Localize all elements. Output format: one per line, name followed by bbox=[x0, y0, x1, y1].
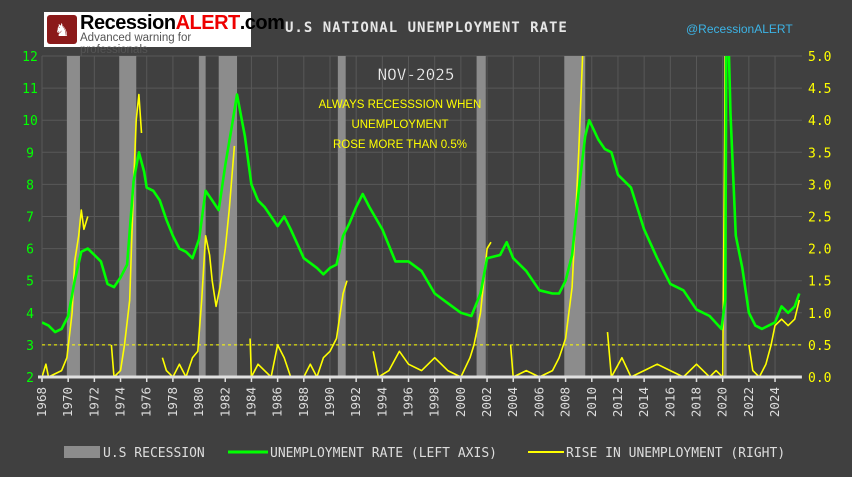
knight-logo-icon: ♞ bbox=[47, 15, 77, 44]
x-tick-label: 2006 bbox=[531, 387, 546, 417]
right-tick-label: 3.5 bbox=[808, 146, 831, 161]
right-tick-label: 1.5 bbox=[808, 275, 831, 290]
logo-suffix: .com bbox=[239, 12, 285, 34]
x-tick-label: 1978 bbox=[165, 387, 180, 417]
x-tick-label: 1974 bbox=[113, 387, 128, 417]
x-tick-label: 1998 bbox=[427, 387, 442, 417]
twitter-handle[interactable]: @RecessionALERT bbox=[686, 22, 793, 36]
legend-unemployment-label: UNEMPLOYMENT RATE (LEFT AXIS) bbox=[270, 446, 497, 461]
left-tick-label: 5 bbox=[26, 275, 34, 290]
x-tick-label: 1968 bbox=[34, 387, 49, 417]
right-tick-label: 2.0 bbox=[808, 243, 831, 258]
right-tick-label: 1.0 bbox=[808, 307, 831, 322]
date-label: NOV-2025 bbox=[377, 65, 454, 84]
x-tick-label: 1994 bbox=[374, 387, 389, 417]
right-tick-label: 0.5 bbox=[808, 339, 831, 354]
left-tick-label: 6 bbox=[26, 243, 34, 258]
annotation-line: ROSE MORE THAN 0.5% bbox=[333, 139, 467, 151]
chart-title: U.S NATIONAL UNEMPLOYMENT RATE bbox=[285, 20, 568, 36]
right-tick-label: 5.0 bbox=[808, 50, 831, 65]
x-tick-label: 2020 bbox=[715, 387, 730, 417]
right-tick-label: 3.0 bbox=[808, 178, 831, 193]
x-tick-label: 2016 bbox=[662, 387, 677, 417]
x-tick-label: 2022 bbox=[741, 387, 756, 417]
right-tick-label: 4.0 bbox=[808, 114, 831, 129]
left-tick-label: 4 bbox=[26, 307, 34, 322]
x-tick-label: 1976 bbox=[139, 387, 154, 417]
left-tick-label: 12 bbox=[22, 50, 38, 65]
rise-in-unemployment-line bbox=[42, 56, 801, 377]
right-tick-label: 0.0 bbox=[808, 371, 831, 386]
logo-accent: ALERT bbox=[175, 12, 241, 34]
x-tick-label: 1990 bbox=[322, 387, 337, 417]
recession-band bbox=[119, 56, 137, 377]
x-tick-label: 2008 bbox=[558, 387, 573, 417]
x-tick-label: 1982 bbox=[217, 387, 232, 417]
unemployment-rate-line bbox=[42, 56, 801, 334]
right-tick-label: 2.5 bbox=[808, 211, 831, 226]
annotation-line: UNEMPLOYMENT bbox=[351, 119, 448, 131]
left-tick-label: 10 bbox=[22, 114, 38, 129]
x-tick-label: 1970 bbox=[60, 387, 75, 417]
left-tick-label: 9 bbox=[26, 146, 34, 161]
left-tick-label: 11 bbox=[22, 82, 38, 97]
x-tick-label: 1996 bbox=[401, 387, 416, 417]
right-tick-label: 4.5 bbox=[808, 82, 831, 97]
recession-band bbox=[337, 56, 346, 377]
legend-rise-label: RISE IN UNEMPLOYMENT (RIGHT) bbox=[566, 446, 785, 461]
logo-tagline: Advanced warning for professionals bbox=[80, 32, 192, 56]
x-tick-label: 2012 bbox=[610, 387, 625, 417]
x-tick-label: 1988 bbox=[296, 387, 311, 417]
recessionalert-logo: ♞ RecessionALERT.com Advanced warning fo… bbox=[44, 12, 285, 56]
x-tick-label: 2018 bbox=[689, 387, 704, 417]
recession-band bbox=[476, 56, 486, 377]
legend-recession-swatch bbox=[64, 446, 100, 458]
x-tick-label: 2014 bbox=[636, 387, 651, 417]
x-tick-label: 1984 bbox=[243, 387, 258, 417]
x-tick-label: 2000 bbox=[453, 387, 468, 417]
left-tick-label: 3 bbox=[26, 339, 34, 354]
x-tick-label: 1972 bbox=[86, 387, 101, 417]
annotation-line: ALWAYS RECESSSION WHEN bbox=[319, 99, 482, 111]
x-tick-label: 2002 bbox=[479, 387, 494, 417]
legend-recession-label: U.S RECESSION bbox=[103, 446, 205, 461]
logo-text: RecessionALERT.com bbox=[80, 12, 285, 35]
x-tick-label: 2010 bbox=[584, 387, 599, 417]
left-tick-label: 7 bbox=[26, 211, 34, 226]
x-tick-label: 2024 bbox=[767, 387, 782, 417]
recession-band bbox=[66, 56, 80, 377]
left-tick-label: 8 bbox=[26, 178, 34, 193]
logo-main: Recession bbox=[80, 12, 176, 34]
x-tick-label: 1992 bbox=[348, 387, 363, 417]
x-tick-label: 1980 bbox=[191, 387, 206, 417]
x-tick-label: 2004 bbox=[505, 387, 520, 417]
x-tick-label: 1986 bbox=[270, 387, 285, 417]
left-tick-label: 2 bbox=[26, 371, 34, 386]
